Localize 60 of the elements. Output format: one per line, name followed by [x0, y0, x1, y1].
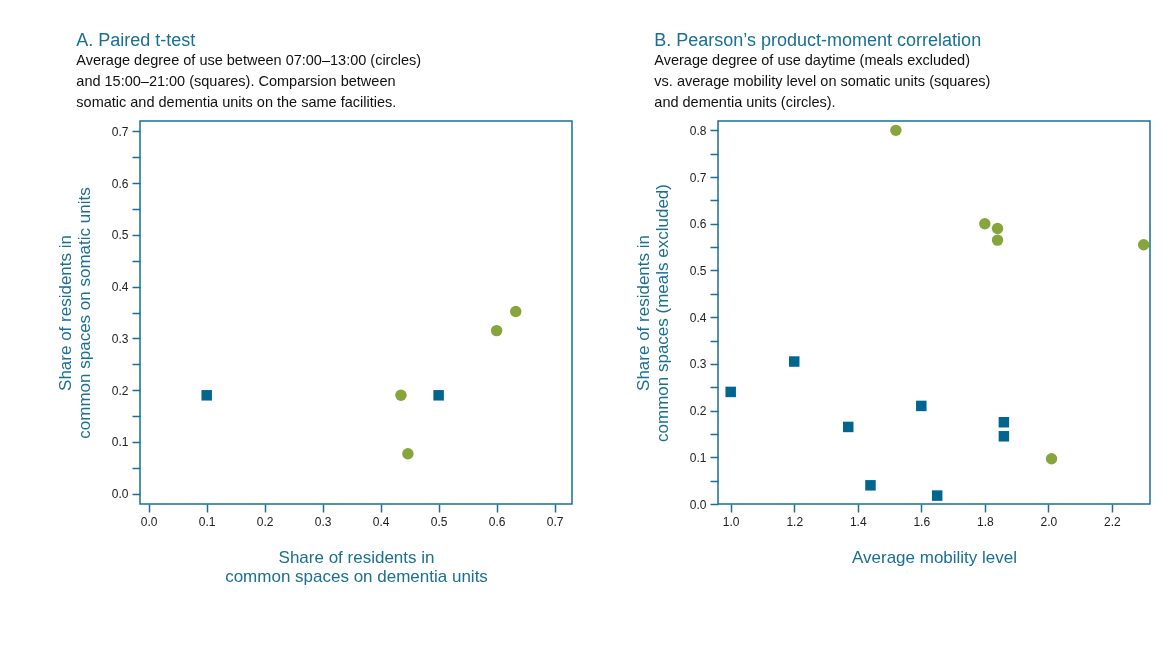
y-tick-label: 0.4	[111, 280, 129, 295]
point	[998, 417, 1010, 428]
y-tick-label: 0.2	[111, 383, 129, 398]
chart-title: B. Pearson’s product-moment correlation	[654, 29, 982, 50]
y-tick-label: 0.3	[111, 331, 129, 346]
point	[991, 234, 1004, 246]
y-tick-label: 0.3	[689, 357, 707, 372]
point	[725, 386, 736, 398]
point	[979, 218, 991, 230]
point	[865, 480, 876, 491]
point	[1045, 453, 1058, 465]
x-tick-label: 1.8	[976, 514, 994, 529]
point	[991, 222, 1004, 235]
y-tick-label: 0.6	[689, 217, 707, 232]
point	[201, 390, 212, 401]
chart-subtitle: Average degree of use daytime (meals excluded) vs. average mobility level on somatic units (squares) and dementia units (circles).	[654, 51, 991, 110]
y-tick-label: 0.1	[689, 450, 707, 465]
point	[916, 400, 927, 412]
y-axis-title: Share of residents in common spaces (meals excluded)	[633, 184, 672, 442]
point	[931, 490, 943, 501]
y-tick-label: 0.7	[111, 124, 129, 139]
y-tick-label: 0.0	[111, 487, 129, 502]
y-tick-label: 0.6	[111, 176, 129, 191]
x-tick-label: 1.6	[913, 514, 931, 529]
point	[433, 390, 444, 401]
x-axis-title: Share of residents in common spaces on dementia units	[225, 547, 488, 586]
y-tick-label: 0.7	[689, 170, 707, 185]
x-tick-label: 0.5	[430, 514, 448, 529]
y-axis-title: Share of residents in common spaces on somatic units	[55, 187, 94, 439]
chart-subtitle: Average degree of use between 07:00–13:00 (circles) and 15:00–21:00 (squares). Comparsion between somatic and dementia units on the same facilities.	[76, 51, 422, 110]
point	[1137, 239, 1150, 251]
point	[788, 356, 800, 367]
y-tick-label: 0.4	[689, 310, 707, 325]
x-tick-label: 2.0	[1040, 514, 1058, 529]
point	[395, 389, 407, 401]
x-tick-label: 0.4	[372, 514, 390, 529]
chart-title: A. Paired t-test	[76, 29, 196, 50]
y-tick-label: 0.5	[111, 228, 129, 243]
y-tick-label: 0.2	[689, 404, 707, 419]
y-tick-label: 0.1	[111, 435, 129, 450]
x-tick-label: 0.3	[314, 514, 332, 529]
point	[890, 124, 902, 137]
x-axis-title: Average mobility level	[851, 547, 1018, 567]
x-tick-label: 0.0	[140, 514, 158, 529]
y-tick-label: 0.5	[689, 263, 707, 278]
point	[842, 421, 854, 433]
x-tick-label: 0.2	[256, 514, 274, 529]
point	[490, 324, 503, 337]
point	[998, 431, 1010, 442]
x-tick-label: 1.4	[849, 514, 867, 529]
point	[510, 305, 522, 318]
x-tick-label: 0.6	[488, 514, 506, 529]
y-tick-label: 0.0	[689, 497, 707, 512]
x-tick-label: 2.2	[1104, 514, 1122, 529]
x-tick-label: 1.2	[786, 514, 804, 529]
x-tick-label: 0.7	[546, 514, 564, 529]
x-tick-label: 0.1	[198, 514, 216, 529]
point	[402, 448, 414, 460]
y-tick-label: 0.8	[689, 123, 707, 138]
x-tick-label: 1.0	[722, 514, 740, 529]
